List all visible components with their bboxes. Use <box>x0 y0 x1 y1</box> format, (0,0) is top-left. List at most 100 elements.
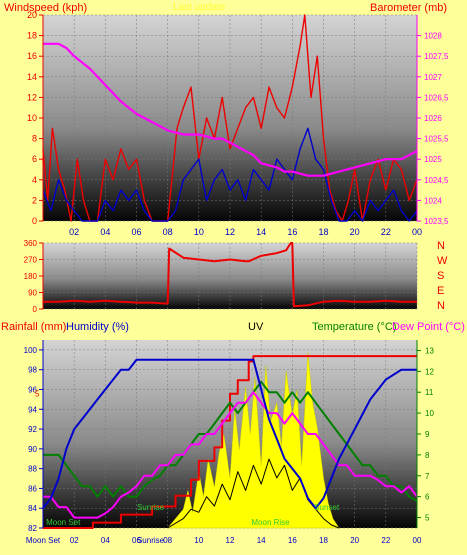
compass-label: S <box>437 270 444 282</box>
wind-speed-axis-label: Windspeed (kph) <box>4 2 87 14</box>
humidity-tick-label: 98 <box>28 366 37 375</box>
wind-x-tick-label: 04 <box>100 227 110 237</box>
compass-label: N <box>437 300 445 312</box>
wind-left-tick-label: 18 <box>27 31 37 41</box>
sunset-annotation: Sunset <box>314 503 340 512</box>
wind-x-tick-label: 00 <box>412 227 422 237</box>
wind-x-tick-label: 08 <box>163 227 173 237</box>
weather-x-tick-label: 16 <box>288 536 297 545</box>
compass-label: W <box>437 255 448 267</box>
direction-line <box>43 242 417 308</box>
wind-left-tick-label: 20 <box>27 10 37 20</box>
weather-x-tick-label: 10 <box>194 536 203 545</box>
dewpoint-axis-label: Dew Point (°C) <box>392 321 465 333</box>
barometer-tick-label: 1028 <box>424 32 442 41</box>
uv-axis-label: UV <box>248 321 264 333</box>
weather-x-tick-label: Sunrise <box>137 536 165 545</box>
weather-x-tick-label: Moon Set <box>26 536 61 545</box>
direction-tick-label: 90 <box>28 289 37 298</box>
barometer-tick-label: 1027 <box>424 73 442 82</box>
temperature-axis-label: Temperature (°C) <box>312 321 396 333</box>
direction-tick-label: 0 <box>33 305 38 314</box>
wind-left-tick-label: 10 <box>27 113 37 123</box>
temperature-tick-label: 6 <box>425 493 430 502</box>
weather-x-tick-label: 14 <box>257 536 266 545</box>
temperature-tick-label: 12 <box>425 367 434 376</box>
temperature-line <box>43 380 418 502</box>
rain-tick-label: 5 <box>35 390 40 399</box>
wind-x-tick-label: 12 <box>225 227 235 237</box>
weather-axes: 82 84 86 88 90 92 94 96 98 100 5 5 6 7 8 9 10 11 12 13 Moon … <box>24 340 434 545</box>
moon-set-annotation: Moon Set <box>46 518 81 527</box>
temperature-tick-label: 5 <box>425 514 430 523</box>
temperature-tick-label: 8 <box>425 451 430 460</box>
moon-rise-annotation: Moon Rise <box>251 518 290 527</box>
humidity-tick-label: 84 <box>28 504 37 513</box>
barometer-line <box>43 42 418 177</box>
rainfall-line <box>43 355 417 529</box>
humidity-tick-label: 92 <box>28 425 37 434</box>
wind-plot-area <box>43 15 417 221</box>
barometer-tick-label: 1024,5 <box>424 176 449 185</box>
weather-x-tick-label: 20 <box>350 536 359 545</box>
barometer-tick-label: 1023,5 <box>424 217 449 226</box>
weather-x-tick-label: 06 <box>132 536 141 545</box>
wind-x-tick-label: 20 <box>350 227 360 237</box>
weather-x-tick-label: 18 <box>319 536 328 545</box>
wind-left-tick-label: 12 <box>27 92 37 102</box>
temperature-tick-label: 10 <box>425 409 434 418</box>
weather-x-tick-label: 12 <box>226 536 235 545</box>
humidity-axis-label: Humidity (%) <box>66 321 129 333</box>
direction-tick-label: 360 <box>24 239 38 248</box>
temperature-tick-label: 11 <box>425 388 434 397</box>
average-wind-line <box>42 127 418 222</box>
wind-x-tick-label: 14 <box>256 227 266 237</box>
wind-left-tick-label: 14 <box>27 72 37 82</box>
last-update-subtitle: Last update <box>173 2 226 13</box>
temperature-tick-label: 13 <box>425 346 434 355</box>
weather-x-tick-label: 08 <box>163 536 172 545</box>
wind-x-tick-label: 10 <box>194 227 204 237</box>
humidity-tick-label: 94 <box>28 405 37 414</box>
humidity-tick-label: 86 <box>28 484 37 493</box>
barometer-tick-label: 1024 <box>424 196 442 205</box>
compass-label: N <box>437 240 445 252</box>
rainfall-axis-label: Rainfall (mm) <box>1 321 66 333</box>
sunrise-annotation: Sunrise <box>137 503 165 512</box>
barometer-tick-label: 1025 <box>424 155 442 164</box>
weather-x-tick-label: 04 <box>101 536 110 545</box>
temperature-tick-label: 7 <box>425 472 430 481</box>
direction-tick-label: 180 <box>24 272 38 281</box>
humidity-tick-label: 90 <box>28 445 37 454</box>
wind-left-tick-label: 4 <box>32 175 37 185</box>
barometer-tick-label: 1025,5 <box>424 135 449 144</box>
wind-x-tick-label: 22 <box>381 227 391 237</box>
weather-x-tick-label: 22 <box>381 536 390 545</box>
wind-x-tick-label: 18 <box>318 227 328 237</box>
wind-left-tick-label: 16 <box>27 51 37 61</box>
wind-x-tick-label: 16 <box>287 227 297 237</box>
dewpoint-line <box>43 391 418 519</box>
wind-series <box>42 14 418 222</box>
wind-left-tick-label: 0 <box>32 216 37 226</box>
humidity-tick-label: 82 <box>28 524 37 533</box>
wind-x-tick-label: 06 <box>131 227 141 237</box>
humidity-tick-label: 88 <box>28 465 37 474</box>
weather-x-tick-label: 02 <box>70 536 79 545</box>
direction-tick-label: 270 <box>24 256 38 265</box>
temperature-tick-label: 9 <box>425 430 430 439</box>
wind-left-tick-label: 6 <box>32 154 37 164</box>
humidity-tick-label: 96 <box>28 385 37 394</box>
wind-left-tick-label: 8 <box>32 134 37 144</box>
weather-x-tick-label: 00 <box>413 536 422 545</box>
compass-label: E <box>437 285 444 297</box>
humidity-line <box>42 358 417 510</box>
humidity-tick-label: 100 <box>24 346 38 355</box>
wind-x-tick-label: 02 <box>69 227 79 237</box>
barometer-axis-label: Barometer (mb) <box>370 2 447 14</box>
barometer-tick-label: 1026 <box>424 114 442 123</box>
weather-series <box>42 352 418 529</box>
